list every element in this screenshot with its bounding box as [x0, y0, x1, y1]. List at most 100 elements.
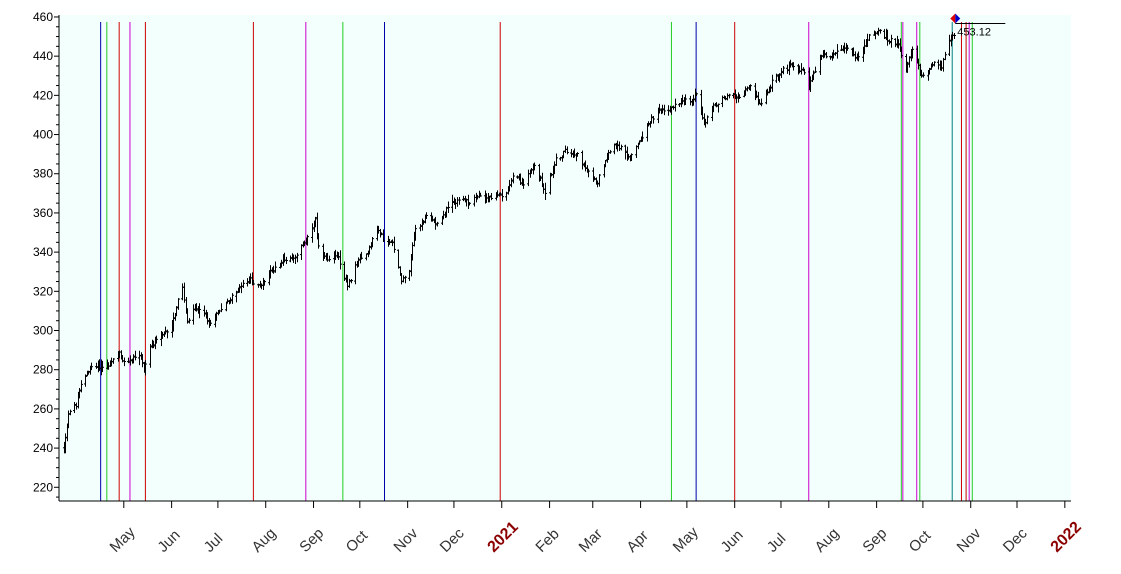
ohlc-bar: [894, 38, 897, 48]
ohlc-bar: [388, 238, 391, 245]
y-tick-label: 320: [33, 284, 53, 298]
ohlc-bar: [393, 236, 396, 253]
ohlc-bar: [263, 279, 266, 286]
ohlc-bar: [840, 44, 843, 52]
ohlc-bar: [728, 93, 731, 99]
ohlc-bar: [512, 172, 515, 184]
ohlc-bar: [674, 98, 677, 112]
ohlc-bar: [67, 410, 70, 429]
ohlc-bar: [879, 29, 882, 34]
ohlc-bar: [123, 357, 126, 367]
ohlc-bar: [803, 68, 806, 75]
ohlc-bar: [78, 387, 81, 399]
ohlc-bar: [638, 140, 641, 145]
x-tick-label: Aug: [249, 525, 280, 556]
x-tick-label: Aug: [812, 525, 843, 556]
ohlc-bar: [90, 362, 93, 371]
ohlc-bar: [641, 131, 644, 142]
x-tick-label: Apr: [623, 527, 652, 556]
ohlc-bar: [328, 255, 331, 262]
ohlc-bar: [397, 249, 400, 269]
ohlc-bar: [928, 67, 931, 75]
ohlc-bar: [510, 177, 513, 188]
ohlc-bar: [516, 175, 519, 179]
ohlc-bar: [177, 298, 180, 310]
ohlc-bar: [868, 33, 871, 41]
ohlc-bar: [206, 312, 209, 325]
y-tick-label: 220: [33, 480, 53, 494]
ohlc-bar: [87, 370, 90, 375]
x-axis-ticks: May Jun Jul Aug Sep Oct Nov Dec 2021 Feb Mar Apr May…: [107, 501, 1085, 556]
x-tick-label: Feb: [532, 526, 562, 556]
ohlc-bar: [445, 206, 448, 218]
ohlc-bar: [780, 68, 783, 79]
ohlc-bar: [360, 251, 363, 260]
ohlc-bar: [692, 94, 695, 106]
ohlc-bar: [778, 73, 781, 83]
ohlc-bar: [766, 88, 769, 96]
ohlc-bar: [269, 265, 272, 279]
ohlc-bar: [755, 90, 758, 99]
ohlc-bar: [368, 245, 371, 255]
ohlc-bar: [252, 279, 255, 286]
ohlc-bar: [84, 374, 87, 387]
ohlc-bar: [854, 51, 857, 62]
ohlc-bar: [129, 355, 132, 366]
ohlc-bar: [616, 140, 619, 152]
ohlc-bar: [226, 298, 229, 304]
ohlc-bar: [436, 221, 439, 227]
ohlc-bar: [581, 150, 584, 170]
y-tick-label: 260: [33, 402, 53, 416]
ohlc-bar: [775, 73, 778, 83]
ohlc-bar: [141, 354, 144, 368]
ohlc-bar: [350, 278, 353, 284]
ohlc-bar: [933, 61, 936, 67]
ohlc-bar: [69, 409, 72, 416]
ohlc-bar: [647, 121, 650, 127]
ohlc-bar: [382, 229, 385, 242]
ohlc-bar: [198, 303, 201, 319]
ohlc-bar: [294, 254, 297, 264]
ohlc-bar: [760, 98, 763, 107]
ohlc-bar: [695, 92, 698, 97]
ohlc-bar: [663, 104, 666, 116]
x-tick-label: Mar: [576, 526, 606, 556]
ohlc-bar: [112, 358, 115, 364]
ohlc-bar: [73, 402, 76, 413]
ohlc-bar: [576, 152, 579, 157]
y-tick-label: 340: [33, 245, 53, 259]
x-tick-label: Nov: [954, 525, 985, 556]
ohlc-bar: [220, 303, 223, 313]
ohlc-bar: [715, 102, 718, 108]
x-tick-label: 2022: [1048, 519, 1085, 556]
x-tick-label: Oct: [343, 527, 372, 556]
ohlc-bar: [257, 283, 260, 288]
ohlc-bar: [650, 114, 653, 124]
ohlc-bar: [371, 237, 374, 248]
ohlc-bar: [311, 223, 314, 243]
ohlc-bar: [812, 70, 815, 81]
ohlc-bar: [931, 61, 934, 68]
ohlc-bar: [706, 115, 709, 125]
ohlc-bar: [468, 202, 471, 206]
ohlc-bar: [127, 357, 130, 364]
ohlc-bar: [317, 233, 320, 249]
ohlc-bar: [357, 257, 360, 267]
x-tick-label: Sep: [859, 525, 890, 556]
x-tick-label: Nov: [390, 525, 421, 556]
ohlc-bar: [235, 290, 238, 303]
ohlc-bar: [98, 359, 101, 371]
ohlc-bar: [886, 29, 889, 46]
ohlc-bar: [789, 59, 792, 68]
ohlc-bar: [792, 62, 795, 71]
ohlc-bar: [829, 55, 832, 60]
ohlc-bar: [624, 144, 627, 160]
ohlc-bar: [566, 146, 569, 155]
ohlc-bar: [920, 69, 923, 78]
ohlc-bar: [192, 304, 195, 325]
last-price-marker: 453.12: [950, 13, 1006, 38]
ohlc-bar: [890, 34, 893, 48]
ohlc-bar: [172, 312, 175, 332]
ohlc-bar: [451, 194, 454, 213]
